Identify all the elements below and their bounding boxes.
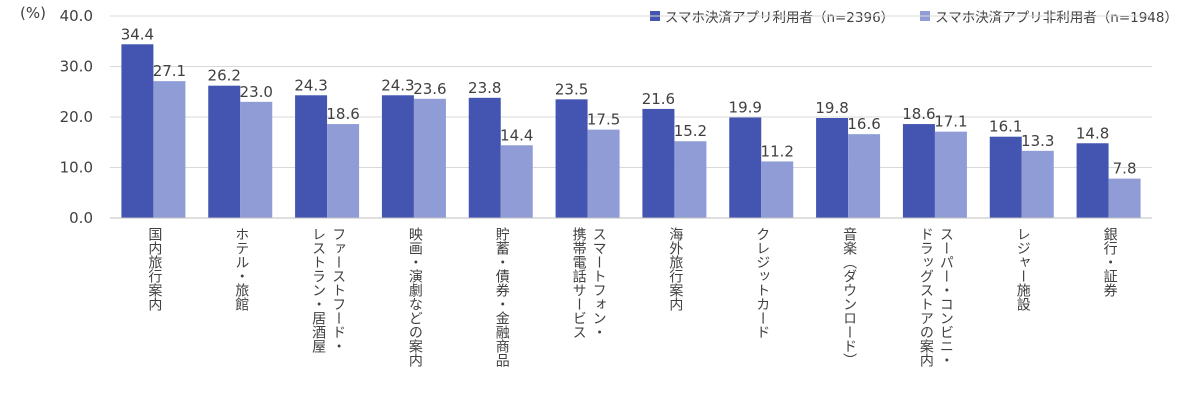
bar [848,134,881,218]
legend-label-users: スマホ決済アプリ利用者（n=2396） [664,10,895,26]
y-tick-label: 10.0 [60,159,93,177]
data-label: 21.6 [642,90,675,108]
bar [989,136,1022,218]
data-label: 23.0 [240,83,273,101]
bar [295,95,328,218]
y-axis-unit-label: (%) [20,4,46,22]
chart-legend: スマホ決済アプリ利用者（n=2396） スマホ決済アプリ非利用者（n=1948） [624,6,1178,26]
bar [761,161,794,218]
bar [587,129,620,218]
data-label: 17.1 [934,113,967,131]
data-label: 23.5 [555,80,588,98]
x-category-label: 貯蓄・債券・金融商品 [493,227,510,367]
bar [934,131,967,218]
bar [902,124,935,218]
x-category-label: 銀行・証券 [1101,227,1118,297]
bar [555,99,588,218]
data-label: 24.3 [381,76,414,94]
bar [381,95,414,218]
data-label: 18.6 [326,105,359,123]
data-label: 24.3 [294,76,327,94]
bar [816,118,849,218]
legend-label-non-users: スマホ決済アプリ非利用者（n=1948） [935,10,1178,26]
x-category-label: 海外旅行案内 [667,227,684,311]
data-label: 26.2 [208,67,241,85]
bar [1076,143,1109,218]
bar [413,98,446,218]
data-label: 7.8 [1113,160,1137,178]
data-label: 23.8 [468,79,501,97]
x-category-label: 音楽（ダウンロード） [841,227,858,367]
data-label: 13.3 [1021,132,1054,150]
x-category-label: スーパー・コンビニ・ ドラッグストアの案内 [917,227,954,367]
bar [121,44,154,218]
bar [729,117,762,218]
y-tick-label: 30.0 [60,58,93,76]
y-tick-label: 0.0 [69,209,93,227]
data-label: 23.6 [413,80,446,98]
data-label: 14.4 [500,126,533,144]
x-category-label: ファーストフード・ レストラン・居酒屋 [310,227,347,353]
y-tick-label: 20.0 [60,108,93,126]
bar [468,97,501,218]
data-label: 27.1 [153,62,186,80]
x-category-label: ホテル・旅館 [233,227,250,311]
bar [500,145,533,218]
bar [642,108,675,218]
x-category-label: レジャー施設 [1014,227,1031,311]
bar [153,81,186,219]
data-label: 17.5 [587,111,620,129]
bar [1108,178,1141,218]
x-category-label: 国内旅行案内 [146,227,163,311]
y-tick-label: 40.0 [60,7,93,25]
x-category-label: 映画・演劇などの案内 [406,227,423,367]
data-label: 19.8 [815,99,848,117]
data-label: 14.8 [1076,124,1109,142]
data-label: 19.9 [729,99,762,117]
bar [1021,150,1054,218]
bar [674,141,707,218]
x-category-label: スマートフォン・ 携帯電話サービス [570,227,607,339]
data-label: 16.6 [847,115,880,133]
bar [240,101,273,218]
bar [327,124,360,218]
data-label: 18.6 [902,105,935,123]
data-label: 11.2 [761,142,794,160]
data-label: 15.2 [674,122,707,140]
data-label: 16.1 [989,118,1022,136]
data-label: 34.4 [121,25,154,43]
bar [208,85,241,218]
x-category-label: クレジットカード [754,227,771,339]
